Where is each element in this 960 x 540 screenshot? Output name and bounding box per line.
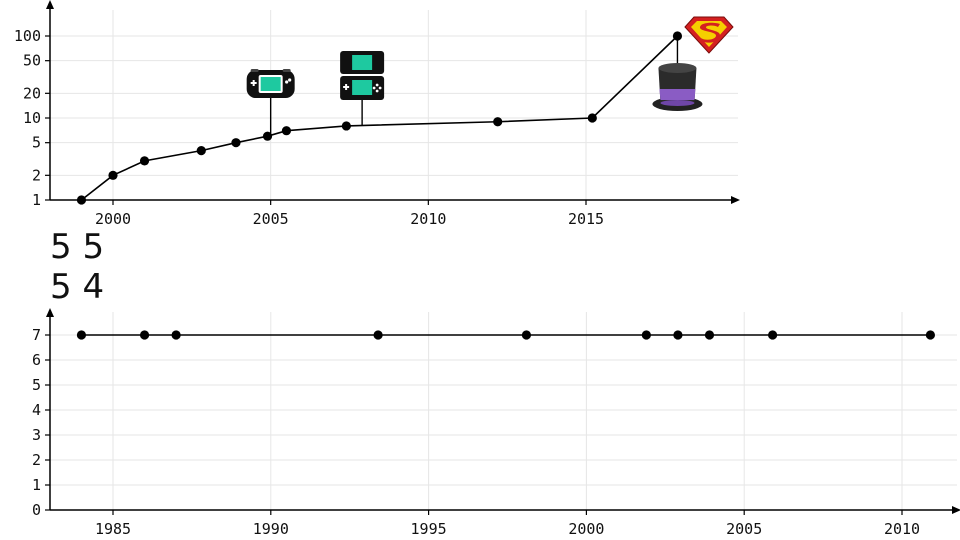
top-hat-icon [652,63,703,111]
top-chart-x-tick-label: 2015 [568,210,604,228]
bottom-chart-x-tick-label: 2000 [568,520,604,538]
top-chart-data-point [493,117,503,127]
bottom-chart-y-tick-label: 0 [32,501,41,519]
top-chart-y-ticks: 1 2 5 10 20 50 100 [14,27,50,209]
top-chart-data-point [196,146,206,156]
top-chart-x-tick-label: 2005 [253,210,289,228]
top-chart-axes [46,0,740,204]
top-chart-data-point [341,121,351,131]
bottom-chart-data-point [704,330,715,340]
top-chart-data-point [76,195,87,205]
top-chart-y-tick-label: 20 [23,84,41,102]
bottom-chart-data-point [925,330,936,340]
bottom-chart-y-tick-label: 7 [32,326,41,344]
top-chart-x-ticks: 2000 2005 2010 2015 [95,200,604,228]
bottom-chart-x-ticks: 1985 1990 1995 2000 2005 2010 [95,510,920,538]
bottom-chart-points [76,330,936,340]
superman-logo-icon [684,16,734,54]
bottom-chart-y-tick-label: 2 [32,451,41,469]
bottom-chart-axes [46,308,960,514]
bottom-line-chart: 1985 1990 1995 2000 2005 2010 0 1 2 3 4 5 6 7 [32,308,960,538]
top-chart-annotation-stems [269,36,679,136]
bottom-chart-data-point [139,330,150,340]
bottom-chart-data-point [76,330,87,340]
top-chart-data-point [587,113,597,123]
bottom-chart-data-point [768,330,778,340]
top-chart-data-point [281,126,292,136]
bottom-chart-grid [50,312,957,511]
top-chart-y-tick-label: 2 [32,166,41,184]
top-chart-x-tick-label: 2010 [410,210,446,228]
bottom-chart-data-point [171,330,181,340]
bottom-chart-x-tick-label: 1990 [253,520,289,538]
overlay-text-line-2: 5 4 [50,267,105,307]
top-chart-y-tick-label: 50 [23,52,41,70]
bottom-chart-x-tick-label: 2005 [726,520,762,538]
top-chart-y-tick-label: 10 [23,109,41,127]
bottom-chart-x-tick-label: 2010 [884,520,920,538]
top-chart-data-point [231,138,241,148]
bottom-chart-y-tick-label: 1 [32,476,41,494]
top-chart-points [76,31,683,205]
bottom-chart-x-tick-label: 1995 [411,520,447,538]
top-chart-grid [50,10,738,201]
top-chart-y-tick-label: 1 [32,191,41,209]
bottom-chart-y-tick-label: 5 [32,376,41,394]
bottom-chart-x-tick-label: 1985 [95,520,131,538]
top-chart-data-point [108,170,118,180]
bottom-chart-y-tick-label: 6 [32,351,41,369]
bottom-chart-y-tick-label: 3 [32,426,41,444]
bottom-chart-data-point [521,330,532,340]
top-chart-y-tick-label: 5 [32,134,41,152]
nintendo-ds-icon [340,51,385,100]
top-chart-data-point [262,131,273,141]
bottom-chart-data-point [373,330,383,340]
top-chart-data-point [672,31,683,41]
top-chart-x-tick-label: 2000 [95,210,131,228]
top-chart-y-tick-label: 100 [14,27,41,45]
top-chart-data-point [139,156,150,166]
gameboy-advance-icon [246,69,295,98]
bottom-chart-data-point [673,330,683,340]
bottom-chart-y-ticks: 0 1 2 3 4 5 6 7 [32,326,50,519]
bottom-chart-data-point [641,330,651,340]
bottom-chart-y-tick-label: 4 [32,401,41,419]
top-line-chart: 2000 2005 2010 2015 1 2 5 10 20 50 100 [14,0,740,228]
overlay-text-line-1: 5 5 [50,227,105,267]
